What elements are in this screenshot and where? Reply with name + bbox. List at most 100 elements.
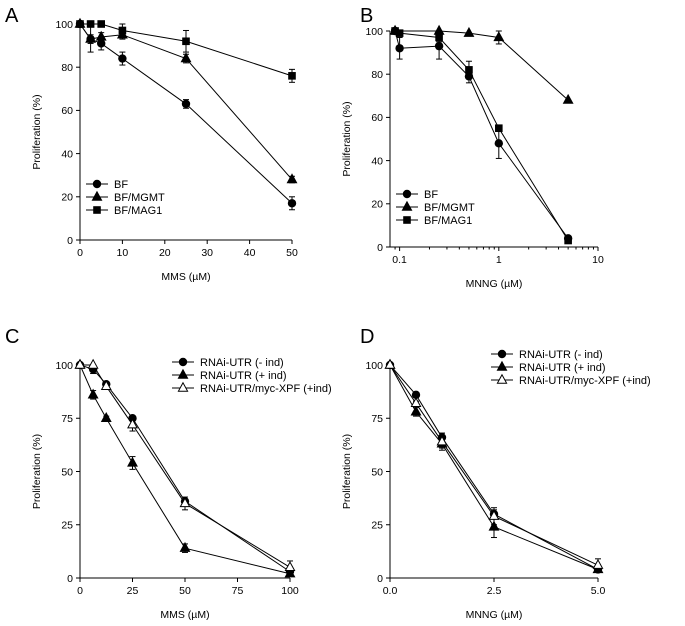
y-tick-label: 80 — [61, 62, 73, 74]
y-tick-label: 100 — [365, 26, 383, 38]
legend-label: BF — [424, 189, 438, 201]
series-bf-mag1 — [391, 27, 572, 245]
data-point — [97, 20, 105, 28]
legend-label: RNAi-UTR (- ind) — [519, 349, 603, 361]
legend-marker — [91, 190, 103, 201]
data-point — [411, 390, 421, 400]
y-axis-label: Proliferation (%) — [341, 101, 353, 176]
data-point — [87, 358, 99, 369]
data-point — [465, 66, 473, 74]
data-point — [100, 380, 112, 390]
panel-letter: B — [360, 5, 373, 27]
data-point — [181, 99, 191, 109]
x-tick-label: 10 — [117, 247, 129, 259]
legend-marker — [177, 381, 189, 392]
x-tick-label: 75 — [232, 585, 244, 597]
series-line — [79, 364, 291, 573]
data-point — [100, 412, 112, 422]
x-axis-label: MMS (µM) — [161, 271, 210, 283]
legend-marker — [178, 357, 188, 367]
legend-label: RNAi-UTR (+ ind) — [200, 370, 286, 382]
x-axis-label: MMS (µM) — [160, 609, 209, 621]
x-tick-label: 0.0 — [383, 585, 398, 597]
y-tick-label: 50 — [61, 466, 73, 478]
legend-marker — [497, 349, 507, 359]
x-tick-label: 20 — [159, 247, 171, 259]
panel-letter: D — [360, 326, 374, 348]
data-point — [127, 456, 138, 467]
data-point — [127, 418, 138, 429]
data-point — [118, 54, 127, 63]
chart-panel-d: D 0 25 50 75 100 0.0 2.5 5.0 MNNG (µM) Proliferati… — [341, 326, 651, 621]
data-point — [179, 541, 191, 552]
data-point — [286, 173, 298, 184]
legend-marker — [496, 373, 508, 384]
y-axis-label: Proliferation (%) — [31, 94, 43, 169]
data-point — [391, 27, 399, 35]
legend-marker — [401, 200, 413, 211]
data-point — [179, 497, 191, 508]
x-tick-label: 25 — [127, 585, 139, 597]
series-line — [394, 30, 569, 241]
y-tick-label: 50 — [371, 466, 383, 478]
legend-marker — [496, 360, 508, 371]
chart-panel-b: B 0 20 40 60 80 100 0.1 1 10 MNNG (µM) Proliferatio… — [341, 5, 604, 290]
y-axis-label: Proliferation (%) — [31, 434, 43, 509]
series-rnai-utr-myc-xpf-ind — [384, 358, 604, 573]
chart-panel-c: C 0 25 50 75 100 0 25 50 75 100 MMS (µM) Proliferati… — [5, 326, 332, 621]
series-rnai-utr-ind — [74, 358, 296, 578]
x-tick-label: 30 — [201, 247, 213, 259]
chart-panel-a: A 0 20 40 60 80 100 0 10 20 30 40 50 MMS (µM) Prolifer… — [5, 5, 298, 283]
y-tick-label: 75 — [371, 413, 383, 425]
data-point — [85, 32, 97, 43]
x-axis-label: MNNG (µM) — [466, 278, 523, 290]
legend-label: BF/MGMT — [114, 192, 165, 204]
data-point — [395, 29, 404, 37]
y-tick-label: 25 — [371, 520, 383, 532]
legend-label: BF — [114, 179, 128, 191]
data-point — [463, 26, 475, 37]
legend-marker — [177, 368, 189, 379]
data-point — [434, 41, 444, 51]
data-point — [410, 397, 422, 408]
y-tick-label: 75 — [61, 413, 73, 425]
series-rnai-utr-myc-xpf-ind — [74, 358, 296, 575]
x-tick-label: 50 — [179, 585, 191, 597]
data-point — [76, 20, 84, 28]
panel-letter: A — [5, 5, 19, 27]
y-tick-label: 100 — [55, 360, 73, 372]
series-line — [389, 364, 599, 570]
legend-label: BF/MAG1 — [114, 205, 162, 217]
data-point — [180, 52, 192, 63]
series-bf — [390, 26, 573, 243]
data-point — [86, 20, 95, 28]
legend-label: RNAi-UTR (+ ind) — [519, 362, 605, 374]
data-point — [384, 358, 396, 369]
x-tick-label: 2.5 — [487, 585, 502, 597]
y-tick-label: 0 — [377, 242, 383, 254]
data-point — [592, 558, 604, 569]
x-tick-label: 0 — [77, 585, 83, 597]
data-point — [87, 388, 99, 399]
data-point — [488, 520, 500, 531]
x-tick-label: 100 — [281, 585, 299, 597]
y-tick-label: 0 — [67, 235, 73, 247]
x-tick-label: 0.1 — [392, 254, 407, 266]
y-tick-label: 40 — [61, 148, 73, 160]
data-point — [284, 561, 296, 572]
panel-letter: C — [5, 326, 19, 348]
data-point — [95, 30, 107, 41]
legend-marker — [403, 216, 411, 224]
x-tick-label: 40 — [244, 247, 256, 259]
series-bf-mgmt — [389, 24, 574, 104]
data-point — [488, 509, 500, 520]
data-point — [562, 93, 574, 104]
y-tick-label: 0 — [67, 573, 73, 585]
legend: RNAi-UTR (- ind)RNAi-UTR (+ ind)RNAi-UTR… — [172, 357, 332, 395]
x-axis-label: MNNG (µM) — [466, 609, 523, 621]
data-point — [74, 358, 86, 369]
data-point — [494, 139, 504, 148]
y-tick-label: 20 — [61, 192, 73, 204]
